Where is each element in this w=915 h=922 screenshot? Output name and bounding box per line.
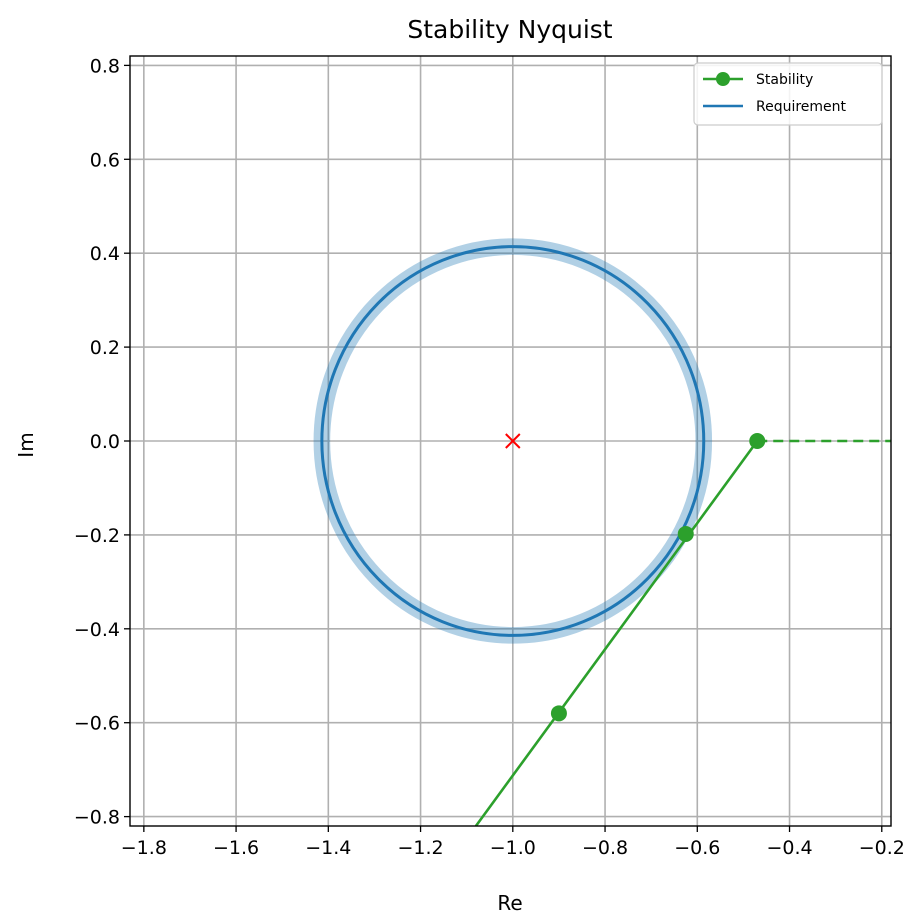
critical-point-stroke — [505, 433, 521, 449]
x-tick-label: −0.4 — [766, 837, 812, 859]
x-tick-label: −1.8 — [121, 837, 167, 859]
x-tick-label: −1.4 — [305, 837, 351, 859]
x-tick-label: −0.6 — [674, 837, 720, 859]
x-axis-label: Re — [497, 891, 522, 915]
y-tick-label: 0.0 — [90, 431, 120, 453]
x-tick-label: −0.2 — [859, 837, 905, 859]
legend-stability-label: Stability — [756, 72, 813, 88]
y-tick-label: −0.2 — [74, 525, 120, 547]
stability-point — [677, 525, 694, 542]
x-tick-label: −1.6 — [213, 837, 259, 859]
stability-point — [550, 705, 567, 722]
x-tick-label: −1.0 — [490, 837, 536, 859]
grid — [130, 56, 891, 826]
legend: Stability Requirement — [693, 62, 883, 126]
y-axis-label: Im — [14, 432, 38, 457]
x-tick-label: −0.8 — [582, 837, 628, 859]
axis-ticks: −1.8 −1.6 −1.4 −1.2 −1.0 −0.8 −0.6 −0.4 −0.2 −0.8… — [74, 55, 905, 859]
stability-line — [474, 440, 759, 826]
y-tick-label: 0.2 — [90, 337, 120, 359]
requirement-circle — [320, 245, 706, 637]
y-tick-label: −0.6 — [74, 713, 120, 735]
legend-stability-marker — [716, 72, 730, 86]
y-tick-label: −0.8 — [74, 807, 120, 829]
y-tick-label: 0.6 — [90, 149, 120, 171]
stability-point — [749, 433, 766, 449]
critical-point-marker — [505, 433, 521, 449]
chart-title: Stability Nyquist — [407, 15, 612, 44]
y-tick-label: −0.4 — [74, 619, 120, 641]
y-tick-label: 0.4 — [90, 243, 120, 265]
y-tick-label: 0.8 — [90, 55, 120, 77]
data-layer — [313, 238, 891, 826]
x-tick-label: −1.2 — [397, 837, 443, 859]
legend-requirement-label: Requirement — [756, 99, 847, 115]
